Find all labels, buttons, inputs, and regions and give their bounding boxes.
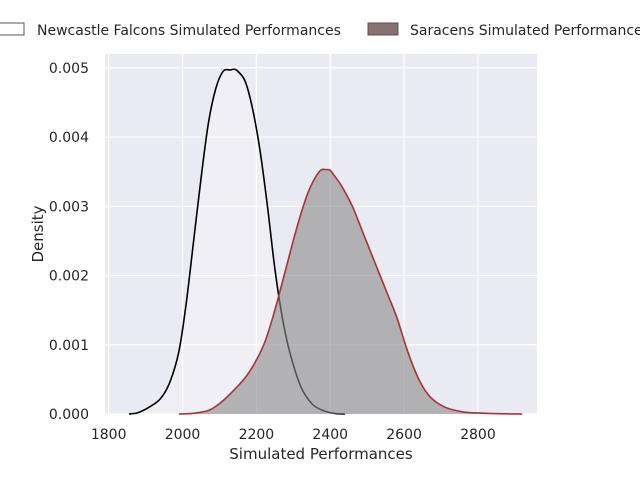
y-tick-label: 0.004 (49, 130, 89, 146)
series-area-saracens-simulated-performances (178, 169, 523, 414)
y-tick-label: 0.000 (49, 407, 89, 423)
legend-label-saracens: Saracens Simulated Performances (410, 23, 640, 39)
series-line-saracens-simulated-performances (178, 168, 523, 415)
y-tick-label: 0.003 (49, 199, 89, 215)
x-tick-label: 2400 (312, 427, 348, 443)
y-axis-label: Density (29, 205, 47, 262)
y-tick-label: 0.002 (49, 269, 89, 285)
x-axis-label: Simulated Performances (229, 445, 413, 463)
x-tick-label: 2000 (165, 427, 201, 443)
legend-swatch-newcastle (0, 22, 25, 36)
series-group (128, 68, 523, 415)
legend-swatch-saracens (367, 22, 399, 36)
x-tick-label: 2200 (239, 427, 275, 443)
x-tick-label: 2800 (460, 427, 496, 443)
legend: Newcastle Falcons Simulated Performances… (0, 22, 640, 39)
x-tick-label: 2600 (386, 427, 422, 443)
x-tick-label: 1800 (91, 427, 127, 443)
y-tick-label: 0.001 (49, 338, 89, 354)
tick-labels: 1800 2000 2200 2400 2600 2800 0.000 0.001 0.002 0… (49, 61, 496, 443)
y-tick-label: 0.005 (49, 61, 89, 77)
legend-label-newcastle: Newcastle Falcons Simulated Performances (37, 23, 341, 39)
